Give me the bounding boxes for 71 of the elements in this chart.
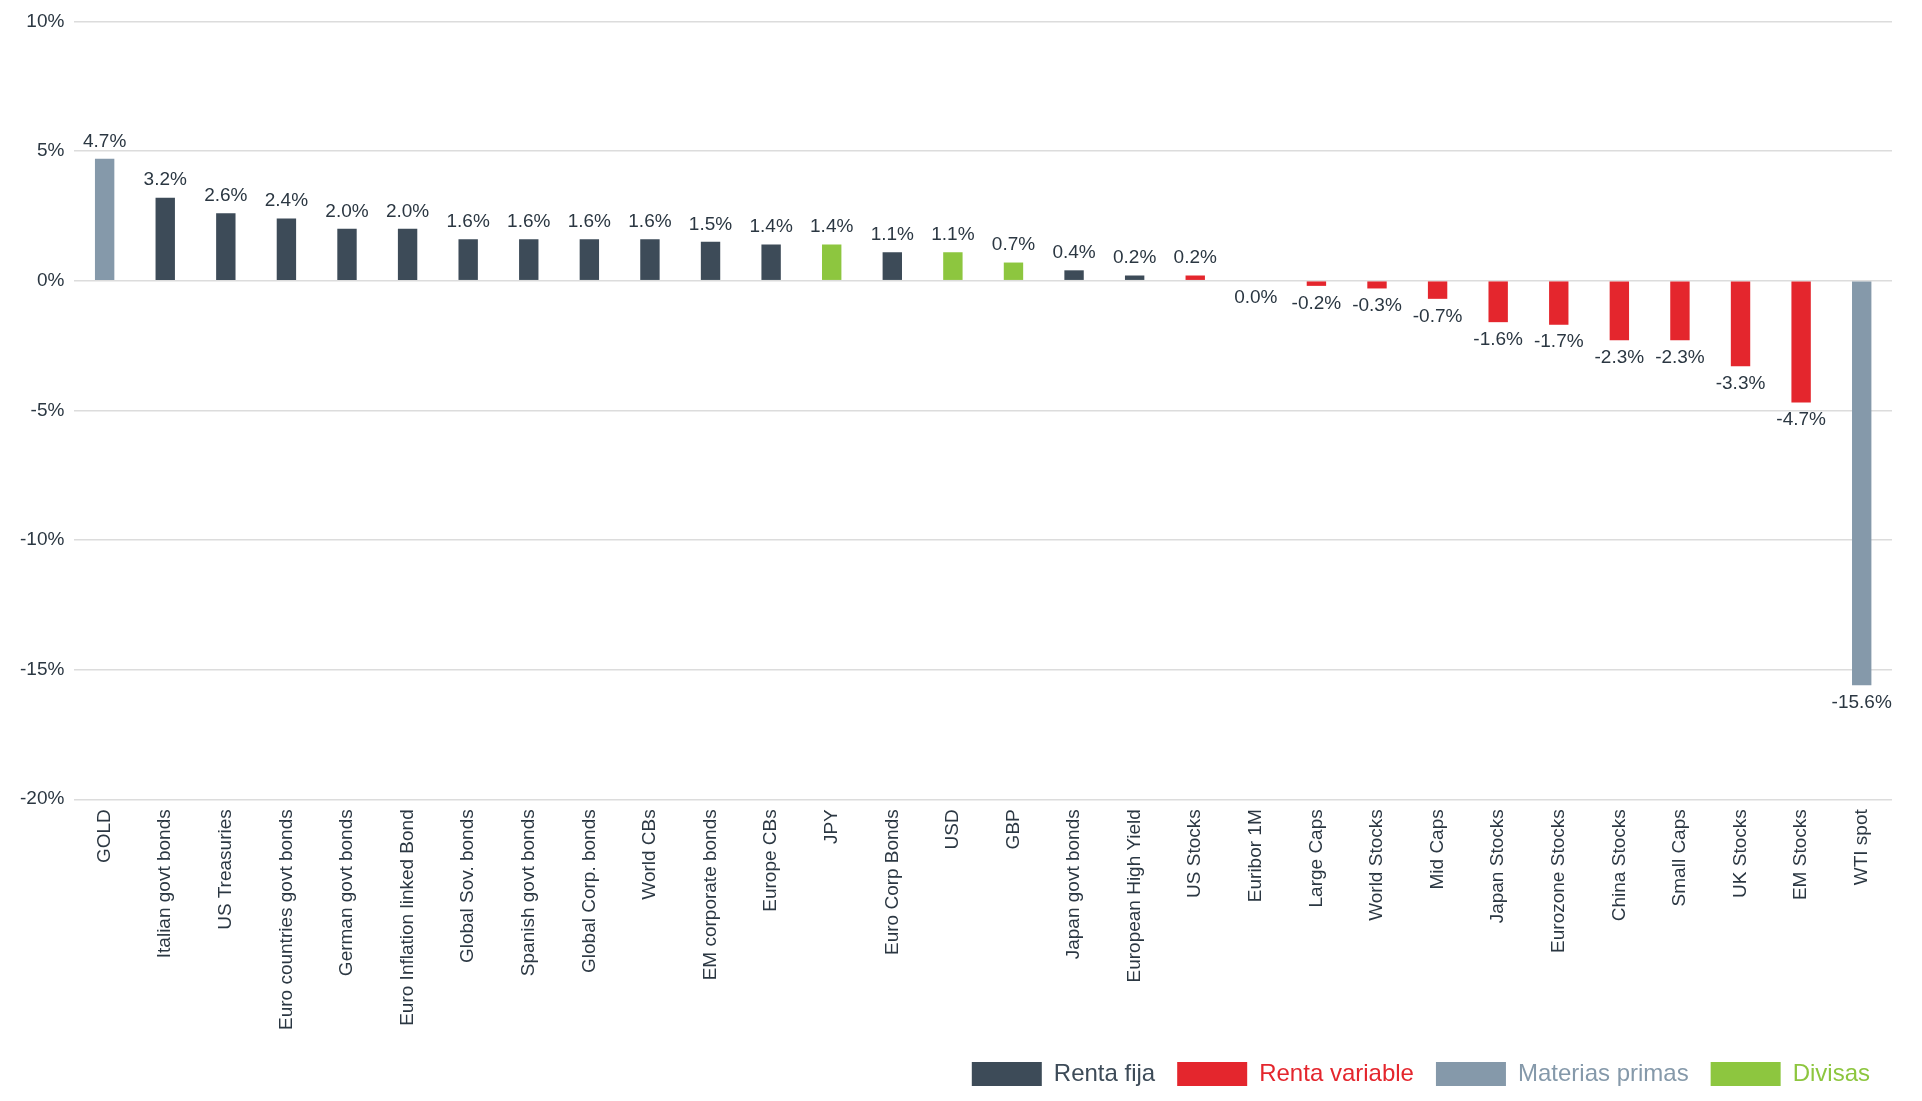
x-tick-label: China Stocks [1607, 809, 1629, 922]
x-tick-label: EM corporate bonds [698, 809, 720, 981]
data-label: -2.3% [1594, 346, 1645, 368]
data-label: 2.0% [385, 199, 430, 221]
x-tick-label: German govt bonds [335, 809, 357, 977]
data-label: -3.3% [1715, 371, 1766, 393]
x-tick-label: World Stocks [1365, 809, 1387, 921]
x-tick-label: US Stocks [1183, 809, 1205, 898]
y-tick-label: -10% [20, 528, 65, 550]
data-label: 2.0% [325, 199, 369, 221]
y-tick-label: 10% [26, 9, 65, 31]
x-tick-label: Europe CBs [759, 809, 781, 912]
data-label: 1.4% [749, 215, 793, 237]
data-label: 0.2% [1173, 246, 1217, 268]
data-label: 1.1% [870, 222, 915, 244]
data-label: 1.5% [688, 212, 733, 234]
data-label: -1.6% [1473, 327, 1524, 349]
x-tick-label: Euro Inflation linked Bond [395, 809, 417, 1026]
x-tick-label: Japan govt bonds [1062, 809, 1084, 960]
x-tick-label: GOLD [92, 809, 114, 864]
x-tick-label: Euro Corp Bonds [880, 809, 902, 955]
data-label: 0.0% [1234, 286, 1278, 308]
data-label: 0.2% [1112, 246, 1157, 268]
x-tick-label: US Treasuries [214, 809, 236, 930]
data-label: 1.6% [628, 209, 672, 231]
data-label: -4.7% [1776, 408, 1827, 430]
x-tick-label: Euribor 1M [1244, 809, 1266, 903]
data-label: -2.3% [1655, 346, 1705, 368]
data-label: 1.6% [507, 209, 551, 231]
y-tick-label: -15% [20, 657, 65, 679]
legend-label: Materias primas [1517, 1058, 1689, 1086]
data-label: 2.6% [204, 184, 248, 206]
y-tick-label: 5% [36, 139, 65, 161]
x-tick-label: Mid Caps [1425, 809, 1447, 890]
legend-label: Renta fija [1053, 1058, 1156, 1086]
y-tick-label: 0% [36, 268, 65, 290]
legend-label: Divisas [1792, 1058, 1870, 1086]
legend-label: Renta variable [1259, 1058, 1414, 1086]
y-tick-label: -5% [30, 398, 65, 420]
data-label: 0.7% [991, 233, 1036, 255]
x-tick-label: Large Caps [1304, 809, 1326, 908]
x-tick-label: Global Corp. bonds [577, 809, 599, 973]
x-tick-label: GBP [1001, 809, 1023, 850]
data-label: 1.4% [810, 215, 854, 237]
x-tick-label: UK Stocks [1728, 809, 1750, 898]
x-tick-label: Euro countries govt bonds [274, 809, 296, 1030]
data-label: 1.6% [567, 209, 612, 231]
data-label: -0.3% [1352, 294, 1402, 316]
data-label: 0.4% [1052, 241, 1096, 263]
x-tick-label: EM Stocks [1789, 809, 1811, 901]
x-tick-label: WTI spot [1849, 808, 1871, 886]
data-label: -0.7% [1412, 304, 1463, 326]
x-tick-label: Global Sov. bonds [456, 809, 478, 964]
data-label: 3.2% [143, 168, 187, 190]
x-tick-label: JPY [819, 808, 841, 845]
data-label: 1.1% [931, 222, 975, 244]
x-tick-label: Small Caps [1668, 809, 1690, 907]
x-tick-label: European High Yield [1122, 809, 1144, 983]
x-tick-label: Japan Stocks [1486, 809, 1508, 924]
data-label: 1.6% [446, 209, 490, 231]
data-label: 2.4% [264, 189, 309, 211]
x-tick-label: Eurozone Stocks [1547, 809, 1568, 953]
x-tick-label: Spanish govt bonds [517, 809, 538, 977]
x-tick-label: Italian govt bonds [153, 809, 175, 959]
data-label: -1.7% [1533, 330, 1584, 352]
data-label: -15.6% [1831, 690, 1892, 712]
data-label: -0.2% [1291, 291, 1342, 313]
x-tick-label: World CBs [638, 809, 660, 900]
x-tick-label: USD [941, 809, 963, 850]
y-tick-label: -20% [20, 787, 65, 809]
data-label: 4.7% [82, 129, 127, 151]
